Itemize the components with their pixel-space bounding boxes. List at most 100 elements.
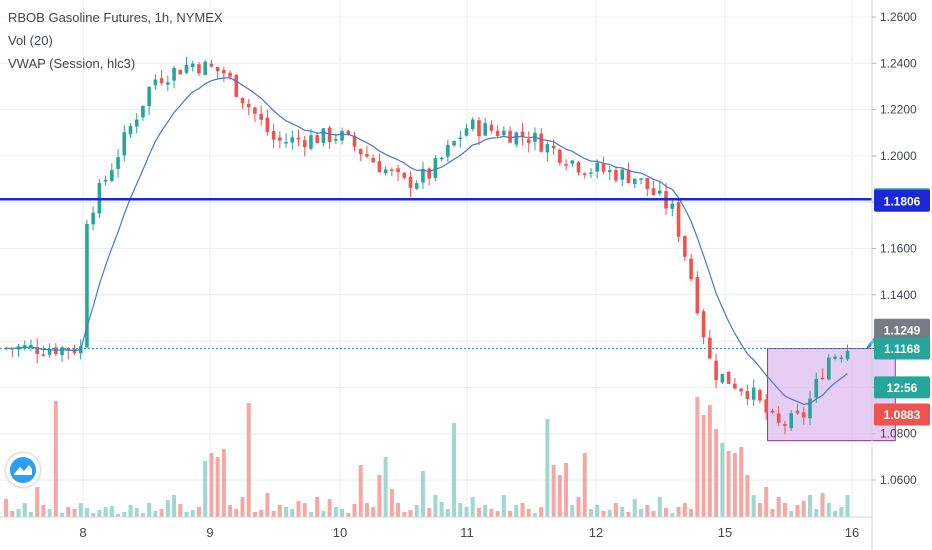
volume-bar [103, 507, 108, 517]
volume-bar [427, 508, 432, 517]
y-tick-label: 1.0600 [880, 473, 917, 487]
candle-body [321, 128, 326, 143]
volume-bar [726, 451, 731, 517]
candle-body [358, 148, 363, 155]
volume-bar [97, 510, 102, 517]
volume-bar [551, 465, 556, 517]
candle-body [290, 137, 295, 143]
volume-bar [732, 453, 737, 517]
candle-body [377, 161, 382, 173]
volume-bar [626, 512, 631, 517]
volume-bar [839, 507, 844, 517]
volume-bar [514, 505, 519, 517]
candle-body [172, 67, 176, 81]
volume-bar [439, 502, 444, 517]
price-label-badge [874, 189, 930, 212]
candle-body [576, 162, 581, 173]
volume-bar [707, 405, 712, 517]
volume-bar [782, 503, 787, 517]
candle-body [783, 423, 787, 426]
price-label-text: 1.1249 [884, 323, 921, 337]
volume-bar [284, 507, 289, 517]
vwap-line [5, 77, 848, 406]
tradingview-logo[interactable] [6, 453, 40, 487]
y-tick-label: 1.1400 [880, 288, 917, 302]
volume-bar [682, 503, 687, 517]
y-tick-label: 1.2200 [880, 103, 917, 117]
volume-bar [16, 509, 21, 517]
volume-bar [290, 509, 295, 517]
candle-body [396, 168, 400, 173]
candle-body [845, 351, 850, 360]
candle-body [639, 178, 643, 180]
volume-bar [364, 503, 369, 517]
volume-bar [789, 511, 794, 517]
y-tick-label: 1.2600 [880, 10, 917, 24]
candle-body [178, 70, 183, 75]
candle-body [477, 120, 481, 137]
volume-bar [215, 457, 220, 517]
volume-bar [377, 475, 382, 517]
price-label-text: 1.1168 [884, 342, 920, 356]
candle-body [414, 183, 419, 189]
volume-bar [358, 465, 363, 517]
candle-body [751, 387, 756, 400]
volume-bar [78, 503, 83, 517]
volume-bar [582, 453, 587, 517]
volume-bar [714, 429, 719, 517]
volume-bar [277, 505, 282, 517]
candle-body [390, 169, 394, 171]
candle-body [383, 169, 388, 174]
volume-bar [607, 510, 612, 517]
volume-bar [414, 505, 419, 517]
volume-bar [84, 508, 89, 517]
volume-bar [116, 514, 121, 517]
price-label-text: 12:56 [887, 381, 918, 395]
candle-body [726, 371, 731, 384]
volume-bar [4, 499, 9, 517]
candle-body [128, 126, 133, 135]
volume-bar [564, 463, 569, 517]
volume-bar [613, 503, 618, 517]
candle-body [683, 236, 687, 257]
volume-bar [757, 503, 762, 517]
candle-body [190, 63, 195, 68]
candle-body [833, 356, 837, 359]
y-tick-label: 1.1600 [880, 242, 917, 256]
consolidation-box [767, 348, 896, 442]
price-label-badge [874, 318, 930, 341]
volume-bar [776, 497, 781, 517]
candle-body [589, 172, 593, 174]
volume-bar [128, 505, 133, 517]
candle-body [720, 373, 725, 383]
candle-body [564, 163, 568, 166]
volume-bar [72, 509, 77, 517]
volume-bar [526, 509, 531, 517]
candle-body [520, 131, 525, 137]
grid-lines [0, 0, 872, 517]
candle-body [334, 139, 338, 141]
y-tick-label: 1.0800 [880, 427, 917, 441]
volume-bar [664, 508, 669, 517]
candle-body [271, 131, 276, 140]
candle-body [551, 145, 556, 149]
candle-body [795, 410, 800, 414]
volume-bar [53, 401, 58, 517]
candle-body [228, 72, 232, 77]
candle-body [278, 137, 282, 141]
volume-bar [321, 511, 326, 517]
volume-bar [252, 512, 257, 517]
candle-body [365, 154, 369, 157]
volume-bar [389, 489, 394, 517]
volume-bar [172, 495, 177, 517]
volume-bar [770, 509, 775, 517]
legend-vwap: VWAP (Session, hlc3) [8, 56, 136, 71]
volume-bar [576, 497, 581, 517]
volume-bar [695, 397, 700, 517]
volume-bar [751, 495, 756, 517]
logo-icon [10, 457, 36, 483]
candle-body [626, 169, 631, 183]
candle-body [539, 133, 543, 152]
